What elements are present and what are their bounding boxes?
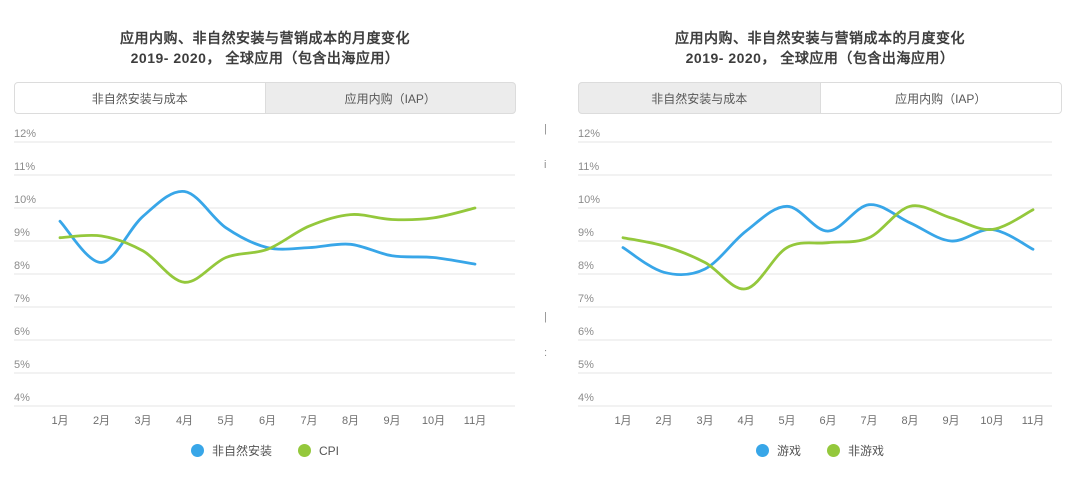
y-tick-label: 5%: [14, 359, 30, 371]
panel-iap: 应用内购、非自然安装与营销成本的月度变化 2019- 2020， 全球应用（包含…: [578, 28, 1062, 459]
y-tick-label: 11%: [578, 161, 599, 173]
chart-panels-row: 应用内购、非自然安装与营销成本的月度变化 2019- 2020， 全球应用（包含…: [14, 28, 1062, 459]
x-tick-label: 1月: [614, 415, 631, 427]
legend-item-cpi[interactable]: CPI: [298, 444, 339, 458]
tab-label: 应用内购（IAP）: [344, 91, 436, 106]
y-tick-label: 12%: [14, 128, 36, 140]
x-tick-label: 5月: [778, 415, 795, 427]
legend-dot-green: [298, 444, 311, 457]
y-tick-label: 6%: [578, 326, 594, 338]
x-tick-label: 9月: [942, 415, 959, 427]
x-tick-label: 9月: [383, 415, 400, 427]
y-tick-label: 9%: [578, 227, 594, 239]
y-tick-label: 8%: [14, 260, 30, 272]
series-line-游戏: [621, 203, 1035, 277]
y-tick-label: 11%: [14, 161, 35, 173]
x-tick-label: 5月: [217, 415, 234, 427]
x-tick-label: 10月: [980, 415, 1003, 427]
tab-label: 应用内购（IAP）: [895, 91, 987, 106]
x-tick-label: 11月: [464, 415, 486, 427]
divider-artifact-mark: i: [544, 159, 547, 171]
x-tick-label: 6月: [819, 415, 836, 427]
y-tick-label: 10%: [578, 194, 600, 206]
x-tick-label: 10月: [422, 415, 445, 427]
series-line-非自然安装: [58, 190, 477, 266]
tab-non-organic-installs-cost[interactable]: 非自然安装与成本: [579, 83, 820, 113]
legend-item-non-games[interactable]: 非游戏: [827, 442, 884, 459]
legend-item-games[interactable]: 游戏: [755, 442, 801, 459]
divider-artifact-mark: |: [544, 311, 547, 323]
tab-non-organic-installs-cost[interactable]: 非自然安装与成本: [15, 83, 265, 113]
chart-title-line2: 2019- 2020， 全球应用（包含出海应用）: [685, 50, 955, 66]
y-tick-label: 7%: [14, 293, 30, 305]
tab-bar: 非自然安装与成本 应用内购（IAP）: [578, 82, 1062, 114]
x-tick-label: 7月: [300, 415, 317, 427]
line-chart-iap: 12% 11% 10% 9% 8% 7% 6% 5% 4% 1月 2月 3月 4月 5月 6月 7月 8月 9月 1…: [578, 128, 1052, 427]
x-tick-label: 2月: [93, 415, 110, 427]
legend-dot-green: [827, 444, 840, 457]
y-tick-label: 6%: [14, 326, 30, 338]
chart-title-line1: 应用内购、非自然安装与营销成本的月度变化: [675, 30, 965, 46]
y-tick-label: 4%: [14, 392, 30, 404]
x-tick-label: 11月: [1022, 415, 1044, 427]
legend-dot-blue: [190, 444, 204, 457]
x-tick-label: 8月: [342, 415, 359, 427]
chart-legend: 非自然安装 CPI: [14, 442, 516, 459]
divider-artifact-mark: |: [544, 123, 547, 135]
chart-title: 应用内购、非自然安装与营销成本的月度变化 2019- 2020， 全球应用（包含…: [14, 28, 516, 68]
panel-ua-cost: 应用内购、非自然安装与营销成本的月度变化 2019- 2020， 全球应用（包含…: [14, 28, 516, 459]
x-tick-label: 1月: [51, 415, 68, 427]
chart-title-line2: 2019- 2020， 全球应用（包含出海应用）: [130, 50, 400, 66]
legend-label: CPI: [319, 443, 340, 458]
x-tick-label: 4月: [737, 415, 754, 427]
series-line-非游戏: [621, 204, 1035, 291]
y-tick-label: 8%: [578, 260, 594, 272]
x-tick-label: 3月: [134, 415, 151, 427]
y-tick-label: 12%: [578, 128, 600, 140]
series-line-CPI: [58, 206, 477, 284]
x-tick-label: 7月: [860, 415, 877, 427]
divider-artifact-mark: :: [544, 347, 548, 359]
legend-label: 非自然安装: [211, 444, 272, 458]
x-tick-label: 8月: [901, 415, 918, 427]
tab-in-app-purchase[interactable]: 应用内购（IAP）: [819, 83, 1061, 113]
tab-in-app-purchase[interactable]: 应用内购（IAP）: [264, 83, 516, 113]
y-tick-label: 9%: [14, 227, 30, 239]
chart-legend: 游戏 非游戏: [578, 442, 1062, 459]
tab-label: 非自然安装与成本: [651, 91, 748, 106]
legend-label: 游戏: [776, 444, 801, 458]
legend-dot-blue: [755, 444, 769, 457]
y-tick-label: 4%: [578, 392, 594, 404]
legend-label: 非游戏: [848, 444, 885, 458]
x-tick-label: 4月: [176, 415, 193, 427]
chart-title: 应用内购、非自然安装与营销成本的月度变化 2019- 2020， 全球应用（包含…: [578, 28, 1062, 68]
y-tick-label: 5%: [578, 359, 594, 371]
tab-label: 非自然安装与成本: [91, 91, 188, 106]
chart-title-line1: 应用内购、非自然安装与营销成本的月度变化: [120, 30, 410, 46]
x-tick-label: 3月: [696, 415, 713, 427]
y-tick-label: 7%: [578, 293, 594, 305]
y-tick-label: 10%: [14, 194, 36, 206]
x-tick-label: 2月: [655, 415, 672, 427]
x-tick-label: 6月: [259, 415, 276, 427]
legend-item-non-organic-installs[interactable]: 非自然安装: [190, 442, 272, 459]
tab-bar: 非自然安装与成本 应用内购（IAP）: [14, 82, 516, 114]
line-chart-ua-cost: 12% 11% 10% 9% 8% 7% 6% 5% 4% 1月 2月 3月 4月 5月 6月 7月 8月 9月 1…: [14, 128, 515, 427]
